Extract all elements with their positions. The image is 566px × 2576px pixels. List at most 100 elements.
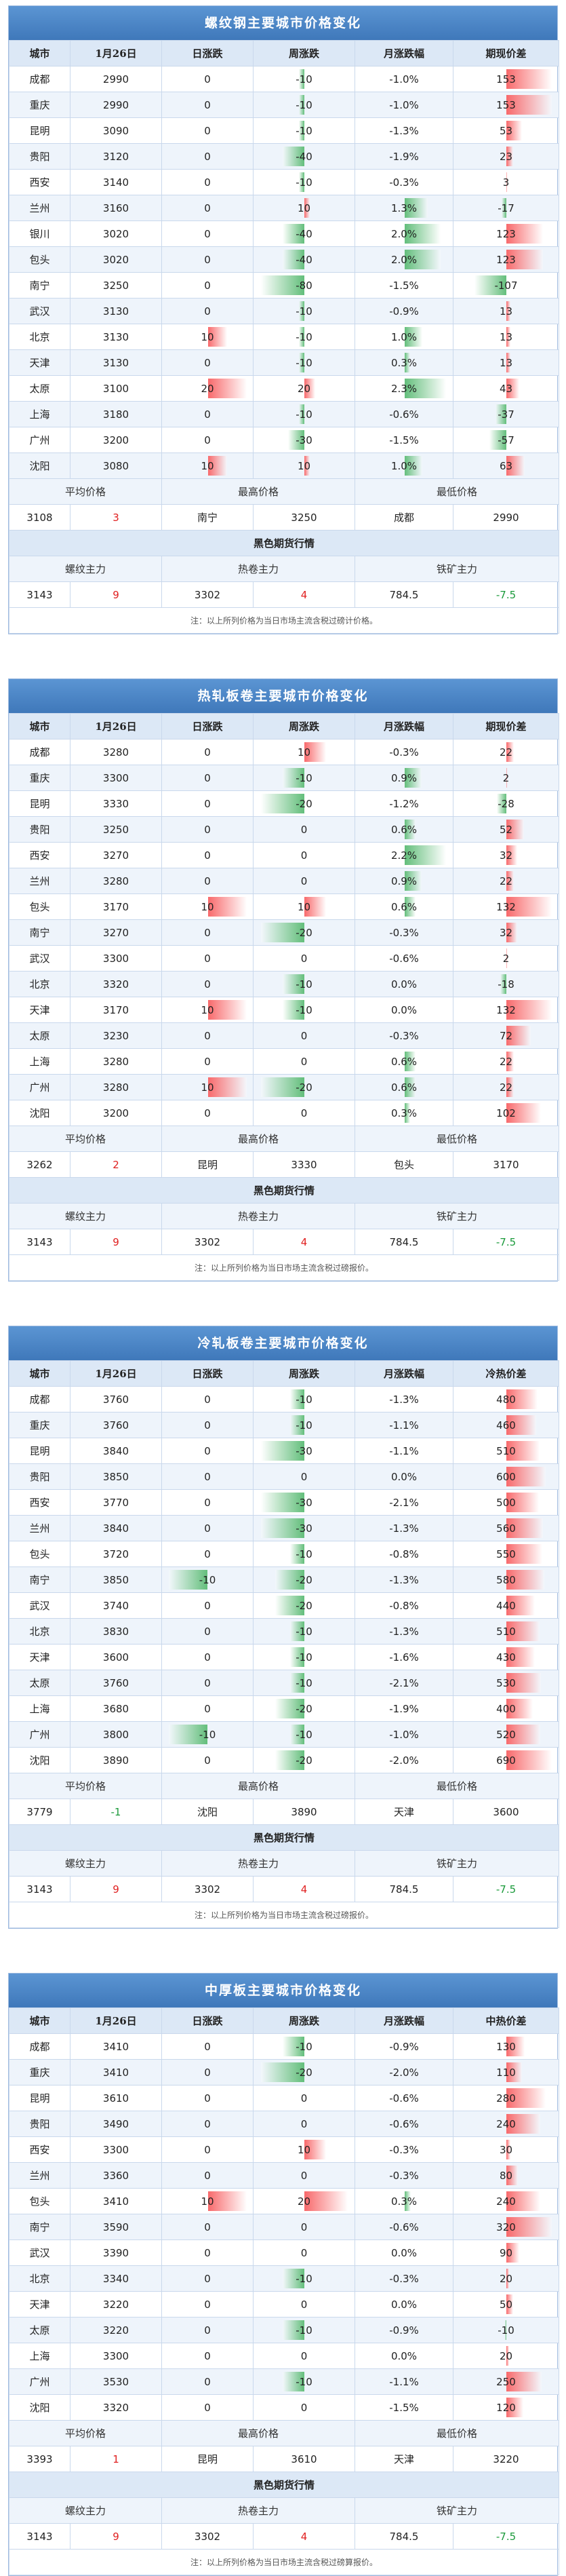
cell: 3170: [70, 997, 162, 1023]
note: 注：以上所列价格为当日市场主流含税过磅算报价。: [9, 2549, 559, 2575]
city: 兰州: [9, 195, 70, 221]
cell-text: 0: [204, 978, 211, 991]
data-bar: [500, 974, 506, 994]
cell: 0.0%: [355, 1463, 453, 1490]
cell: -20: [253, 919, 355, 946]
cell-text: 0: [204, 150, 211, 163]
cell-text: -0.9%: [389, 305, 419, 318]
city: 包头: [9, 1541, 70, 1567]
cell: 3740: [70, 1592, 162, 1619]
cell: 690: [453, 1747, 559, 1773]
cell-text: 0: [204, 2401, 211, 2414]
cell: 3220: [70, 2291, 162, 2318]
futures-title: 黑色期货行情: [9, 1824, 559, 1851]
cell: 0: [253, 1048, 355, 1075]
cell-text: 重庆: [29, 1419, 50, 1431]
cell-text: -10: [296, 356, 312, 369]
header-row: 城市 1月26日 日涨跌 周涨跌 月涨跌幅 期现价差: [9, 713, 559, 739]
city: 重庆: [9, 92, 70, 118]
summary-header: 平均价格 最高价格 最低价格: [9, 1126, 559, 1152]
city: 昆明: [9, 790, 70, 817]
cell: 2: [453, 945, 559, 972]
cell-text: 3610: [102, 2092, 129, 2104]
cell-text: 2.0%: [390, 227, 418, 240]
cell-text: 0: [204, 2221, 211, 2233]
futures-title: 黑色期货行情: [9, 2472, 559, 2498]
cell-text: 123: [496, 227, 516, 240]
cell: -0.9%: [355, 298, 453, 324]
cell-text: 0.0%: [390, 978, 418, 991]
cell-text: 3170: [102, 900, 129, 913]
cell-text: 昆明: [29, 2092, 50, 2104]
data-bar: [506, 1725, 541, 1744]
cell: 3360: [70, 2162, 162, 2189]
cell: -10: [253, 2033, 355, 2060]
cell-text: 0: [204, 1522, 211, 1535]
cell-text: 20: [499, 2349, 513, 2362]
cell-text: 580: [496, 1573, 516, 1586]
cell: -10: [253, 1670, 355, 1696]
cell: 0: [161, 427, 254, 453]
cell: -1.9%: [355, 1695, 453, 1722]
cell: 250: [453, 2368, 559, 2395]
cell: 0: [161, 945, 254, 972]
cell-text: -10: [296, 2272, 312, 2285]
cell-text: -1.6%: [389, 1651, 419, 1664]
cell-text: 0: [300, 2169, 308, 2182]
column-header: 1月26日: [70, 40, 162, 66]
cell-text: 南宁: [29, 1574, 50, 1586]
column-header: 城市: [9, 40, 70, 66]
data-row: 沈阳 3890 0 -20 -2.0% 690: [9, 1747, 559, 1773]
data-bar: [207, 2191, 247, 2211]
futures-value: 4: [253, 1876, 355, 1902]
cell-text: 成都: [29, 1393, 50, 1406]
cell-text: 3830: [102, 1625, 129, 1638]
data-bar: [404, 353, 410, 372]
cell: -10: [253, 324, 355, 350]
cell-text: -1.1%: [389, 1444, 419, 1457]
city: 沈阳: [9, 1100, 70, 1126]
summary-value: 南宁: [161, 504, 254, 531]
cell: 3530: [70, 2368, 162, 2395]
cell-text: 3200: [102, 434, 129, 446]
data-bar: [496, 794, 506, 813]
city: 重庆: [9, 1412, 70, 1438]
cell: 0: [253, 816, 355, 843]
cell: 3280: [70, 1048, 162, 1075]
cell: -10: [453, 2317, 559, 2343]
cell-text: 10: [201, 1003, 214, 1016]
cell: 0.3%: [355, 1100, 453, 1126]
data-bar: [299, 404, 304, 424]
data-bar: [289, 1544, 304, 1564]
cell-text: 3200: [102, 1107, 129, 1119]
cell: -0.6%: [355, 945, 453, 972]
cell: 0: [161, 298, 254, 324]
city: 西安: [9, 169, 70, 195]
cell: 0: [161, 1463, 254, 1490]
cell: 3760: [70, 1386, 162, 1412]
cell-text: 沈阳: [29, 2402, 50, 2414]
cell-text: -40: [296, 150, 312, 163]
futures-value: 4: [253, 581, 355, 608]
futures-value: 784.5: [355, 2523, 453, 2550]
data-row: 太原 3230 0 0 -0.3% 72: [9, 1022, 559, 1049]
cell-text: 0: [204, 2349, 211, 2362]
cell: -10: [253, 92, 355, 118]
cell-text: -30: [296, 1496, 312, 1509]
table-section: 热轧板卷主要城市价格变化 城市 1月26日 日涨跌 周涨跌 月涨跌幅 期现价差 成都 3280 0…: [8, 678, 559, 1282]
column-header: 城市: [9, 1360, 70, 1387]
cell-text: 3760: [102, 1393, 129, 1406]
cell: -2.0%: [355, 1747, 453, 1773]
column-header: 日涨跌: [161, 40, 254, 66]
cell: 520: [453, 1721, 559, 1748]
cell-text: -10: [296, 1393, 312, 1406]
cell-text: 3840: [102, 1444, 129, 1457]
data-bar: [283, 2037, 304, 2056]
cell-text: 0: [300, 2298, 308, 2311]
data-bar: [207, 327, 228, 347]
cell: -20: [253, 790, 355, 817]
futures-label: 铁矿主力: [355, 2497, 559, 2524]
data-row: 贵阳 3120 0 -40 -1.9% 23: [9, 143, 559, 170]
city: 昆明: [9, 2085, 70, 2111]
data-bar: [506, 2398, 523, 2417]
